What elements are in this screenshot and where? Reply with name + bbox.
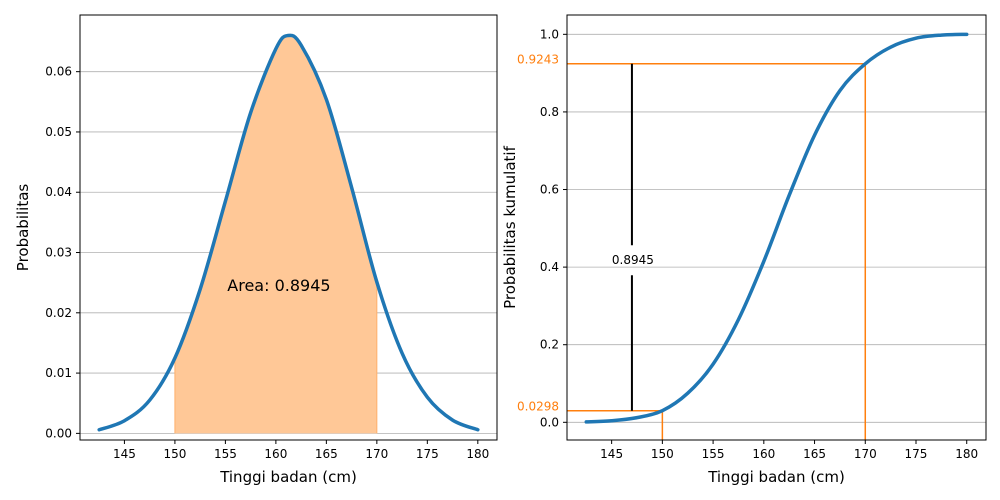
x-tick-label: 160 bbox=[264, 447, 287, 461]
series-line bbox=[584, 32, 969, 424]
area-annotation: Area: 0.8945 bbox=[227, 276, 330, 295]
reference-label: 0.0298 bbox=[517, 400, 559, 414]
difference-label: 0.8945 bbox=[612, 253, 654, 267]
x-tick-label: 145 bbox=[113, 447, 136, 461]
y-tick-label: 0.01 bbox=[45, 366, 72, 380]
x-tick-label: 150 bbox=[163, 447, 186, 461]
axes-frame bbox=[79, 14, 498, 441]
x-tick-label: 150 bbox=[651, 447, 674, 461]
y-tick-label: 0.8 bbox=[540, 105, 559, 119]
y-tick-label: 0.4 bbox=[540, 260, 559, 274]
y-tick-label: 0.02 bbox=[45, 306, 72, 320]
x-tick-label: 170 bbox=[365, 447, 388, 461]
pdf-chart-panel: Area: 0.8945 145 150 155 160 165 170 175 180 0.00… bbox=[14, 14, 498, 486]
x-tick-label: 155 bbox=[702, 447, 725, 461]
axes-frame bbox=[566, 14, 987, 441]
y-tick-label: 0.00 bbox=[45, 426, 72, 440]
x-axis-label: Tinggi badan (cm) bbox=[219, 468, 357, 486]
y-tick-label: 1.0 bbox=[540, 27, 559, 41]
x-tick-label: 175 bbox=[905, 447, 928, 461]
y-tick-label: 0.04 bbox=[45, 185, 72, 199]
x-tick-label: 165 bbox=[315, 447, 338, 461]
reference-label: 0.9243 bbox=[517, 53, 559, 67]
y-axis-label: Probabilitas bbox=[14, 184, 32, 272]
x-tick-label: 160 bbox=[752, 447, 775, 461]
x-tick-label: 170 bbox=[854, 447, 877, 461]
cdf-chart-panel: 0.0298 0.9243 0.8945 145 150 155 160 165 170 175 1… bbox=[501, 14, 987, 486]
x-tick-label: 165 bbox=[803, 447, 826, 461]
y-axis-label: Probabilitas kumulatif bbox=[501, 145, 519, 308]
y-tick-label: 0.0 bbox=[540, 415, 559, 429]
x-tick-label: 175 bbox=[416, 447, 439, 461]
x-tick-label: 155 bbox=[214, 447, 237, 461]
x-tick-label: 180 bbox=[466, 447, 489, 461]
shaded-area bbox=[174, 35, 377, 434]
y-tick-label: 0.05 bbox=[45, 125, 72, 139]
x-axis-label: Tinggi badan (cm) bbox=[707, 468, 845, 486]
y-tick-label: 0.2 bbox=[540, 338, 559, 352]
series-line bbox=[97, 33, 480, 432]
y-tick-label: 0.6 bbox=[540, 183, 559, 197]
y-tick-label: 0.06 bbox=[45, 65, 72, 79]
y-tick-label: 0.03 bbox=[45, 246, 72, 260]
x-tick-label: 145 bbox=[600, 447, 623, 461]
x-tick-label: 180 bbox=[955, 447, 978, 461]
